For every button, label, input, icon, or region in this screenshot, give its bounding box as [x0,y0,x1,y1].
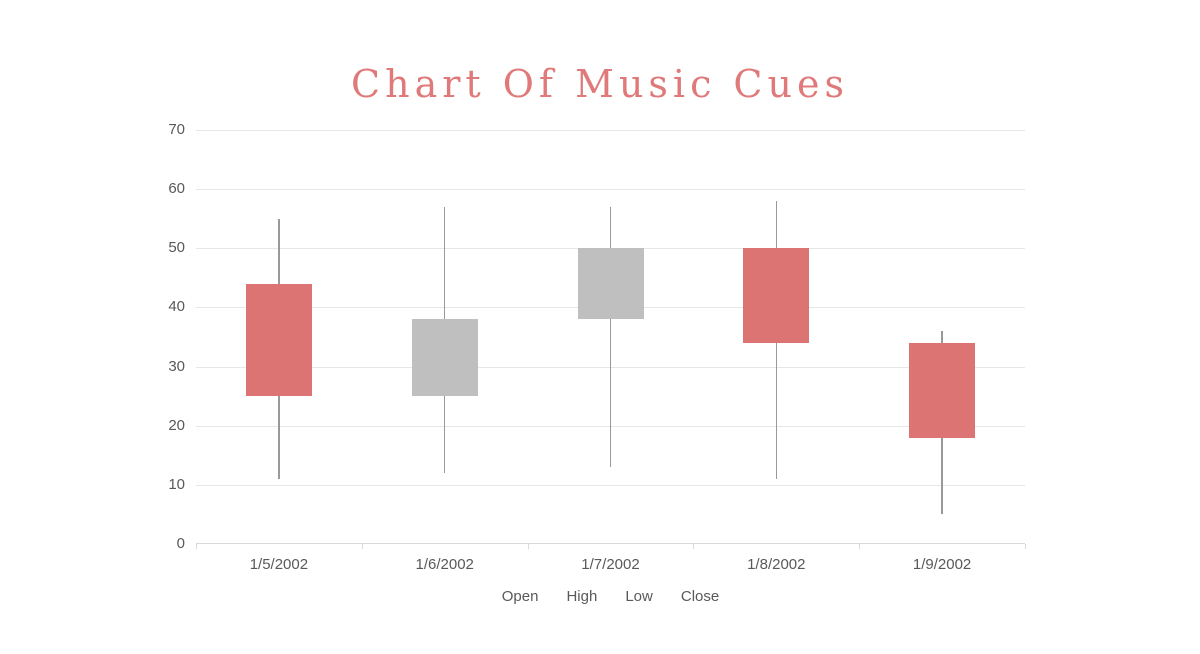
candle-body-down [245,283,312,397]
gridline [196,189,1025,191]
x-axis-tick-label: 1/9/2002 [912,556,972,573]
plot-area [196,130,1026,549]
x-axis-tick-label: 1/5/2002 [249,556,309,573]
legend-item-high: High [566,588,598,605]
gridline [196,130,1025,131]
x-axis-line [196,543,1025,544]
y-axis-tick-label: 0 [176,535,185,552]
legend-item-close: Close [680,588,720,605]
x-axis-tick [361,544,363,549]
legend-item-low: Low [625,588,653,605]
candle-body-up [411,319,478,397]
x-axis-tick-label: 1/7/2002 [581,556,640,573]
y-axis-tick-label: 20 [168,416,185,434]
y-axis-tick-label: 60 [168,180,185,198]
x-axis-tick-label: 1/6/2002 [415,556,474,573]
gridline [196,484,1025,486]
x-axis-tick [527,544,529,549]
y-axis-tick-label: 70 [168,121,185,138]
y-axis-tick-label: 40 [168,298,185,316]
x-axis-tick [1025,544,1026,549]
x-axis-tick [693,544,695,549]
candle-wick [609,206,612,468]
x-axis-tick [859,544,861,549]
legend-item-open: Open [501,588,539,605]
x-axis-tick-label: 1/8/2002 [747,556,806,573]
y-axis-tick-label: 10 [168,475,185,493]
chart-title: Chart Of Music Cues [351,62,849,106]
y-axis-tick-label: 30 [168,357,185,375]
y-axis-tick-label: 50 [168,239,185,257]
chart-legend: Open High Low Close [196,589,1025,605]
candle-body-up [577,248,644,320]
candle-body-down [909,342,976,438]
candle-body-down [743,248,810,343]
x-axis-tick [196,544,197,549]
